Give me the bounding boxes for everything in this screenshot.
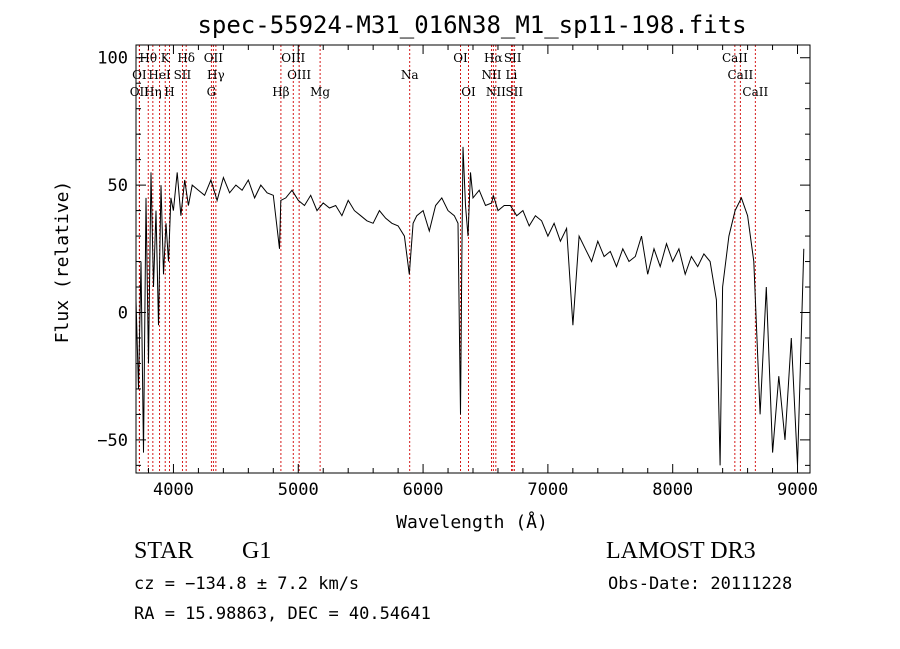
spectral-line-label: Hη: [144, 85, 162, 99]
spectral-line-label: OII: [130, 85, 150, 99]
spectral-line-label: CaII: [742, 85, 768, 99]
object-subclass: G1: [242, 538, 272, 564]
spectral-line-label: K: [161, 51, 171, 65]
x-tick-label: 9000: [777, 480, 818, 500]
axes: 4000 5000 6000 7000 8000 9000 −50 0 50 100: [97, 45, 818, 500]
spectral-line-label: Hγ: [207, 68, 225, 82]
y-axis-label: Flux (relative): [52, 181, 73, 344]
spectral-line-label: SII: [504, 51, 522, 65]
x-axis-label: Wavelength (Å): [396, 511, 548, 533]
spectral-line-markers: [138, 45, 756, 473]
spectral-line-label: OI: [461, 85, 476, 99]
x-tick-label: 5000: [278, 480, 319, 500]
coordinates-readout: RA = 15.98863, DEC = 40.54641: [134, 604, 431, 624]
y-tick-label: 0: [118, 304, 128, 324]
spectral-line-label: HeI: [148, 68, 171, 82]
spectral-line-label: OI: [453, 51, 468, 65]
y-tick-label: −50: [97, 431, 128, 451]
x-tick-label: 8000: [652, 480, 693, 500]
spectral-line-label: Hβ: [272, 85, 289, 99]
spectral-line-label: Li: [506, 68, 518, 82]
spectral-line-label: Hα: [484, 51, 503, 65]
spectral-line-label: OIII: [287, 68, 311, 82]
spectral-line-label: Mg: [310, 85, 330, 99]
spectral-line-label: Hδ: [177, 51, 195, 65]
spectral-line-label: OII: [204, 51, 224, 65]
spectral-line-label: Hθ: [139, 51, 157, 65]
spectrum-series-line: [135, 146, 805, 466]
spectral-line-label: H: [164, 85, 174, 99]
plot-frame: [135, 44, 811, 474]
y-tick-label: 50: [108, 176, 128, 196]
x-tick-label: 7000: [527, 480, 568, 500]
spectral-line-label: OIII: [281, 51, 305, 65]
spectral-line-label: G: [207, 85, 217, 99]
chart-title: spec-55924-M31_016N38_M1_sp11-198.fits: [197, 11, 746, 39]
redshift-readout: cz = −134.8 ± 7.2 km/s: [134, 574, 360, 594]
spectral-line-label: CaII: [722, 51, 748, 65]
spectral-line-label: NII: [486, 85, 506, 99]
x-tick-label: 6000: [403, 480, 444, 500]
y-tick-label: 100: [97, 49, 128, 69]
x-tick-label: 4000: [153, 480, 194, 500]
survey-name: LAMOST DR3: [606, 538, 756, 564]
spectral-line-label: NII: [481, 68, 501, 82]
spectral-line-label: SII: [505, 85, 523, 99]
observation-date: Obs-Date: 20111228: [608, 574, 793, 594]
spectral-line-label: SII: [174, 68, 192, 82]
spectral-line-label: OI: [132, 68, 147, 82]
spectral-line-label: CaII: [727, 68, 753, 82]
spectral-line-label: Na: [401, 68, 419, 82]
object-class: STAR: [134, 538, 194, 564]
